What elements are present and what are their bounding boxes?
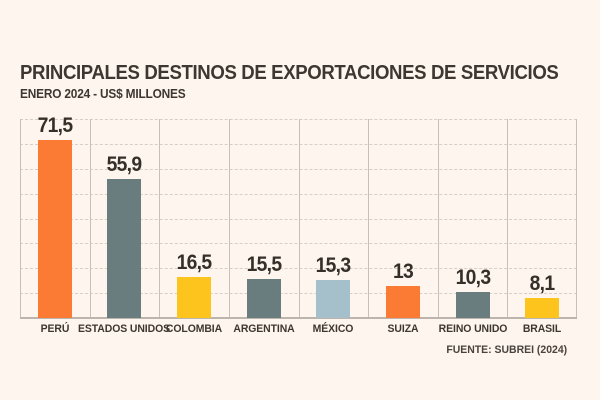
gridline-vertical [228,119,230,318]
bar-value-label: 71,5 [37,114,73,138]
bar-value-label: 10,3 [455,266,490,290]
bar-value-label: 15,5 [246,253,282,277]
x-axis-label: ESTADOS UNIDOS [78,323,171,335]
bar-colombia [177,276,212,318]
gridline-vertical [507,119,509,318]
bar-argentina [246,279,281,318]
bar-value-label: 13 [392,259,414,283]
gridline-vertical [437,119,439,318]
x-axis-baseline [20,317,577,319]
x-axis-label: COLOMBIA [165,323,223,335]
bar-value-label: 16,5 [176,250,212,274]
gridline-vertical [20,119,21,318]
chart-title: PRINCIPALES DESTINOS DE EXPORTACIONES DE… [20,62,559,84]
x-axis-label: SUIZA [387,323,419,335]
gridline-vertical [368,119,370,318]
x-axis-labels: PERÚ ESTADOS UNIDOS COLOMBIA ARGENTINA MÉXIC… [20,323,577,339]
chart-subtitle: ENERO 2024 - US$ MILLONES [20,87,186,101]
bar-value-label: 8,1 [529,271,555,295]
x-axis-label: MÉXICO [312,323,354,335]
x-axis-label: BRASIL [523,323,562,335]
bar-estados-unidos [107,178,142,318]
gridline-vertical [89,119,91,318]
bar-per- [37,140,72,318]
gridline-vertical [159,119,161,318]
bar-chart-plot-area: 71,5 55,9 16,5 15,5 15,3 13 10,3 8,1 [20,114,577,319]
x-axis-label: REINO UNIDO [438,323,507,335]
gridline-vertical [298,119,300,318]
source-note: FUENTE: SUBREI (2024) [446,344,567,356]
x-axis-label: PERÚ [40,323,70,335]
bar-value-label: 55,9 [107,152,142,176]
bar-brasil [525,297,560,318]
bar-suiza [385,285,420,318]
bar-value-label: 15,3 [315,253,351,277]
x-axis-label: ARGENTINA [233,323,295,335]
bar-reino-unido [455,292,490,318]
gridline-vertical [576,119,577,318]
bar-m-xico [316,279,351,318]
